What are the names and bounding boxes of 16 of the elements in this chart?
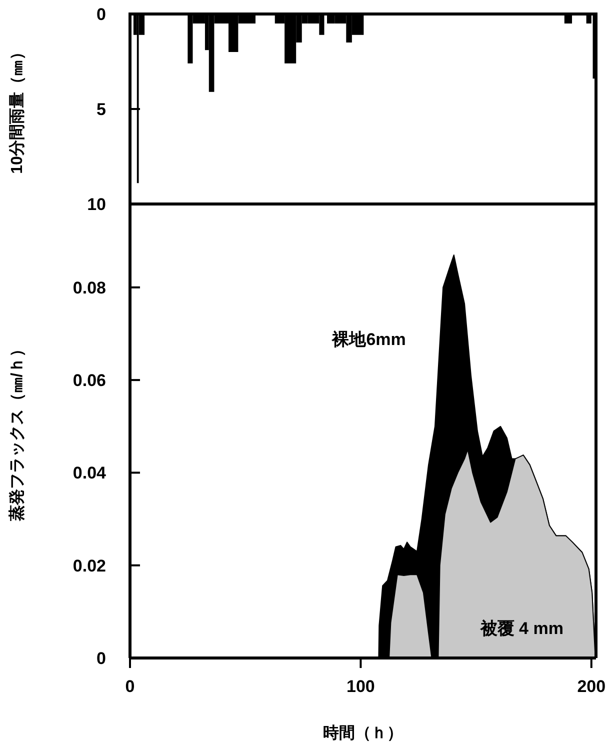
y-tick-label: 0.04 — [72, 464, 107, 483]
x-tick-label: 100 — [346, 677, 375, 696]
series-label: 被覆 4 mm — [479, 619, 564, 638]
x-tick-label: 200 — [577, 677, 606, 696]
y-tick-label: 0 — [96, 648, 106, 668]
y-tick-label: 0.08 — [72, 278, 106, 298]
y-tick-label: 0.06 — [72, 370, 106, 390]
y-tick-label: 10 — [87, 194, 106, 214]
series-label: 裸地6mm — [331, 330, 406, 349]
x-axis-title: 時間（ｈ） — [323, 724, 403, 742]
x-tick-label: 0 — [125, 677, 135, 696]
y-tick-label: 0.02 — [72, 556, 106, 576]
y-tick-label: 5 — [96, 100, 106, 119]
y-tick-label: 0 — [96, 4, 106, 24]
y-axis-title: 10分間雨量（㎜） — [8, 44, 26, 174]
y-axis-title: 蒸発フラックス（㎜/ｈ） — [8, 340, 26, 522]
